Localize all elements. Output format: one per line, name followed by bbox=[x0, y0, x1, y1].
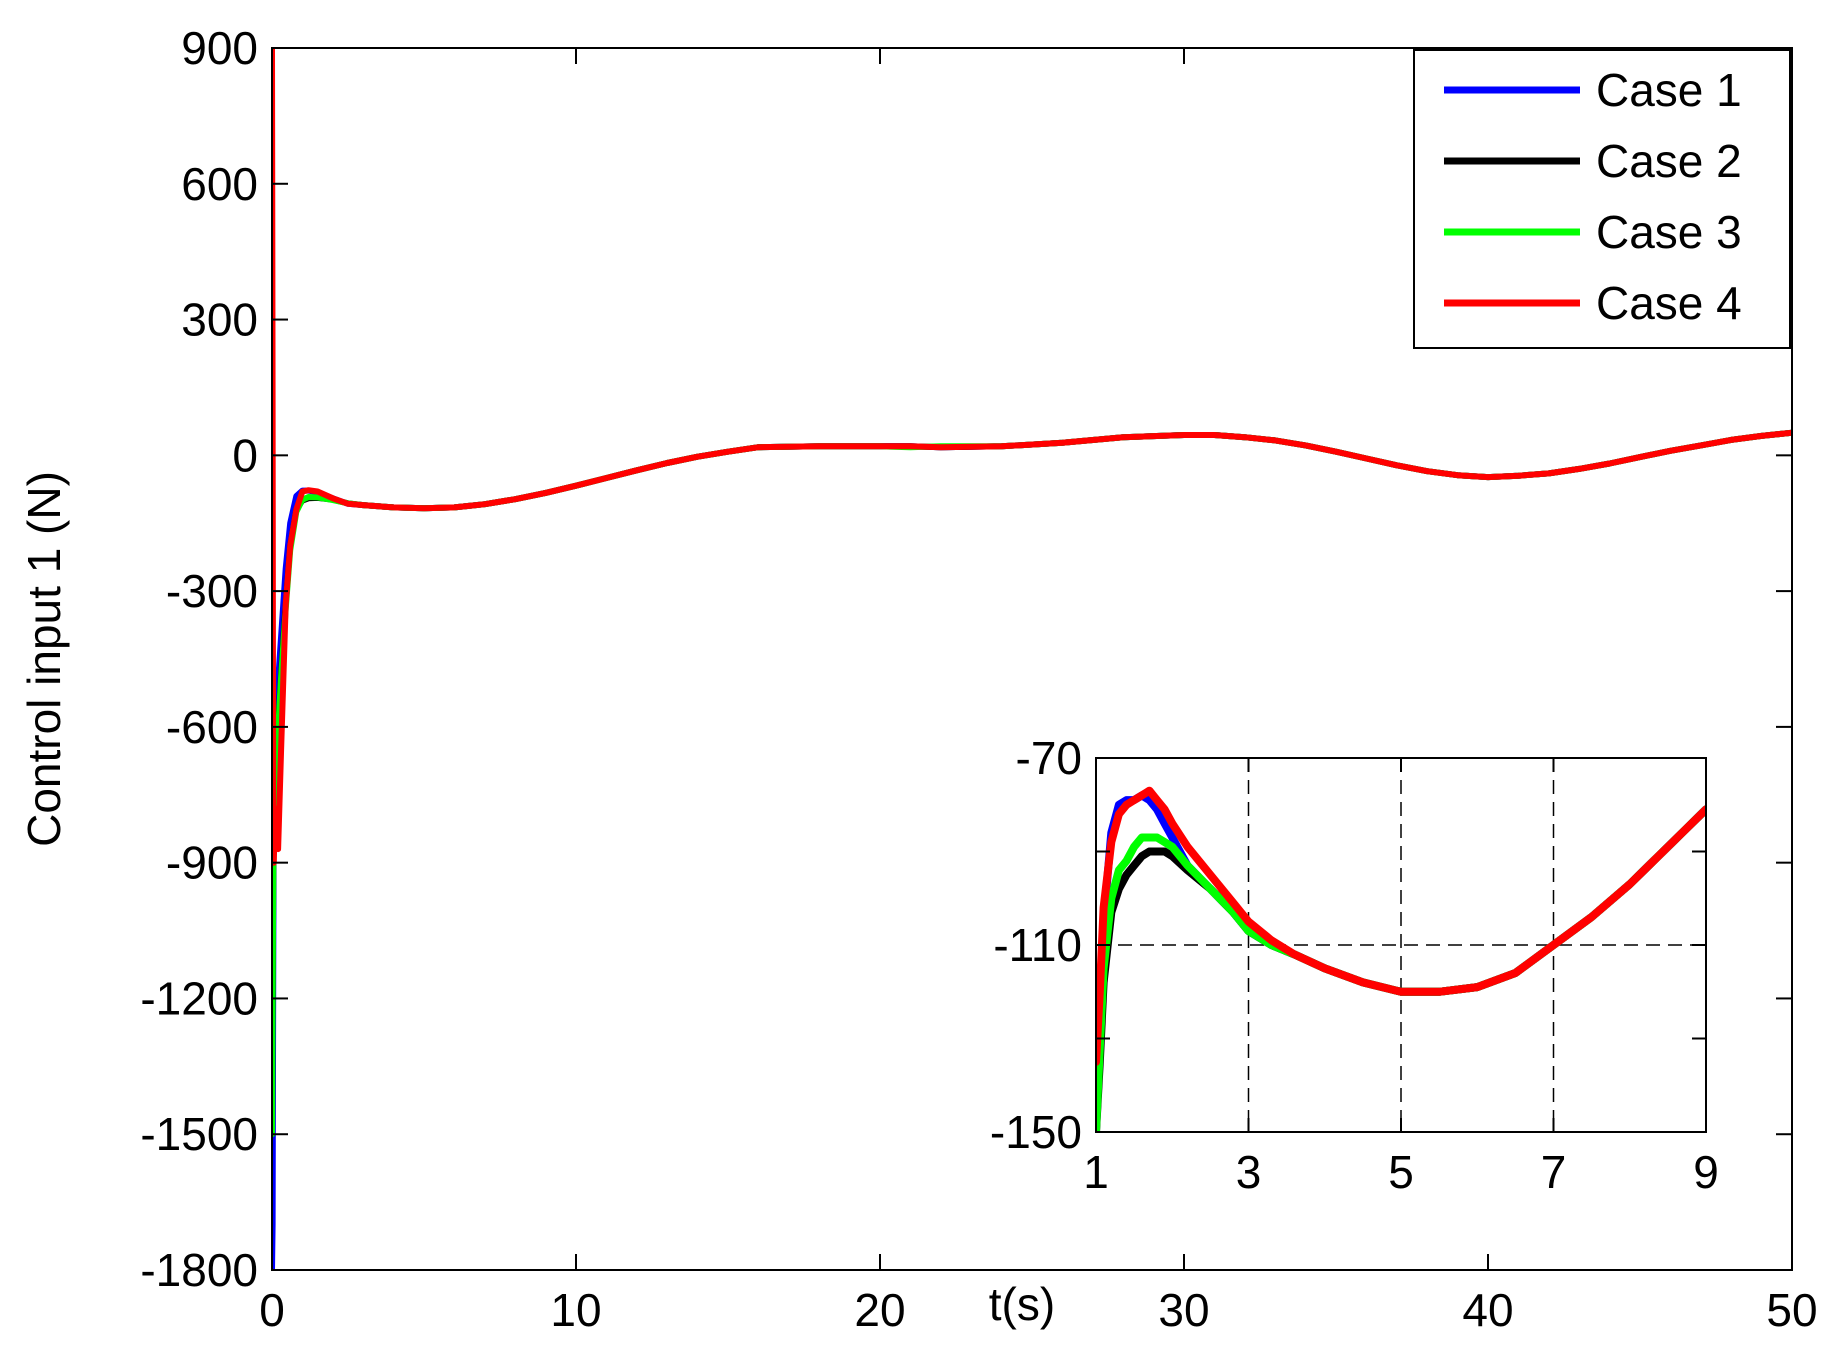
legend-box bbox=[1413, 49, 1791, 349]
legend-item-case-3: Case 3 bbox=[1444, 206, 1742, 258]
main-y-tick-label: -1800 bbox=[140, 1244, 258, 1296]
inset-x-tick-label: 9 bbox=[1693, 1146, 1719, 1198]
inset-y-tick-label: -70 bbox=[1016, 732, 1082, 784]
main-x-tick-label: 20 bbox=[854, 1284, 905, 1336]
legend-label-case-3: Case 3 bbox=[1596, 206, 1742, 258]
main-plot-frame bbox=[271, 47, 1793, 1271]
legend-item-case-1: Case 1 bbox=[1444, 64, 1742, 116]
main-y-tick-label: -300 bbox=[166, 565, 258, 617]
inset-y-tick-label: -150 bbox=[990, 1106, 1082, 1158]
main-y-axis-label: Control input 1 (N) bbox=[18, 471, 70, 847]
main-x-tick-label: 10 bbox=[550, 1284, 601, 1336]
inset-series-case-4 bbox=[1096, 786, 1706, 1066]
inset-chart: 1 3 5 7 9 -70 -110 -150 bbox=[990, 732, 1719, 1198]
main-y-tick-label: 0 bbox=[232, 429, 258, 481]
main-y-tick-label: -1200 bbox=[140, 972, 258, 1024]
main-y-tick-label: -600 bbox=[166, 701, 258, 753]
inset-x-tick-label: 7 bbox=[1541, 1146, 1567, 1198]
inset-x-tick-label: 1 bbox=[1083, 1146, 1109, 1198]
inset-x-tick-label: 3 bbox=[1236, 1146, 1262, 1198]
main-x-tick-label: 30 bbox=[1158, 1284, 1209, 1336]
legend-label-case-1: Case 1 bbox=[1596, 64, 1742, 116]
main-y-tick-label: -900 bbox=[166, 837, 258, 889]
main-series-group bbox=[272, 48, 1792, 1270]
main-x-axis-label: t(s) bbox=[989, 1278, 1055, 1330]
main-y-tick-label: 300 bbox=[181, 294, 258, 346]
legend-label-case-4: Case 4 bbox=[1596, 277, 1742, 329]
inset-ticks: 1 3 5 7 9 -70 -110 -150 bbox=[990, 732, 1719, 1198]
inset-y-tick-label: -110 bbox=[993, 919, 1082, 971]
inset-x-tick-label: 5 bbox=[1388, 1146, 1414, 1198]
legend-label-case-2: Case 2 bbox=[1596, 135, 1742, 187]
main-y-tick-label: 600 bbox=[181, 158, 258, 210]
legend: Case 1 Case 2 Case 3 Case 4 bbox=[1413, 49, 1791, 349]
legend-item-case-4: Case 4 bbox=[1444, 277, 1742, 329]
main-ticks: 0 10 20 30 40 50 900 600 300 0 -300 -600 -900 -1200 -1… bbox=[140, 22, 1817, 1336]
main-x-tick-label: 50 bbox=[1766, 1284, 1817, 1336]
main-y-tick-label: 900 bbox=[181, 22, 258, 74]
main-series-case-4 bbox=[272, 48, 1792, 866]
main-y-tick-label: -1500 bbox=[140, 1108, 258, 1160]
inset-series-group bbox=[1096, 786, 1706, 1132]
main-x-tick-label: 40 bbox=[1462, 1284, 1513, 1336]
legend-item-case-2: Case 2 bbox=[1444, 135, 1742, 187]
main-x-tick-label: 0 bbox=[259, 1284, 285, 1336]
